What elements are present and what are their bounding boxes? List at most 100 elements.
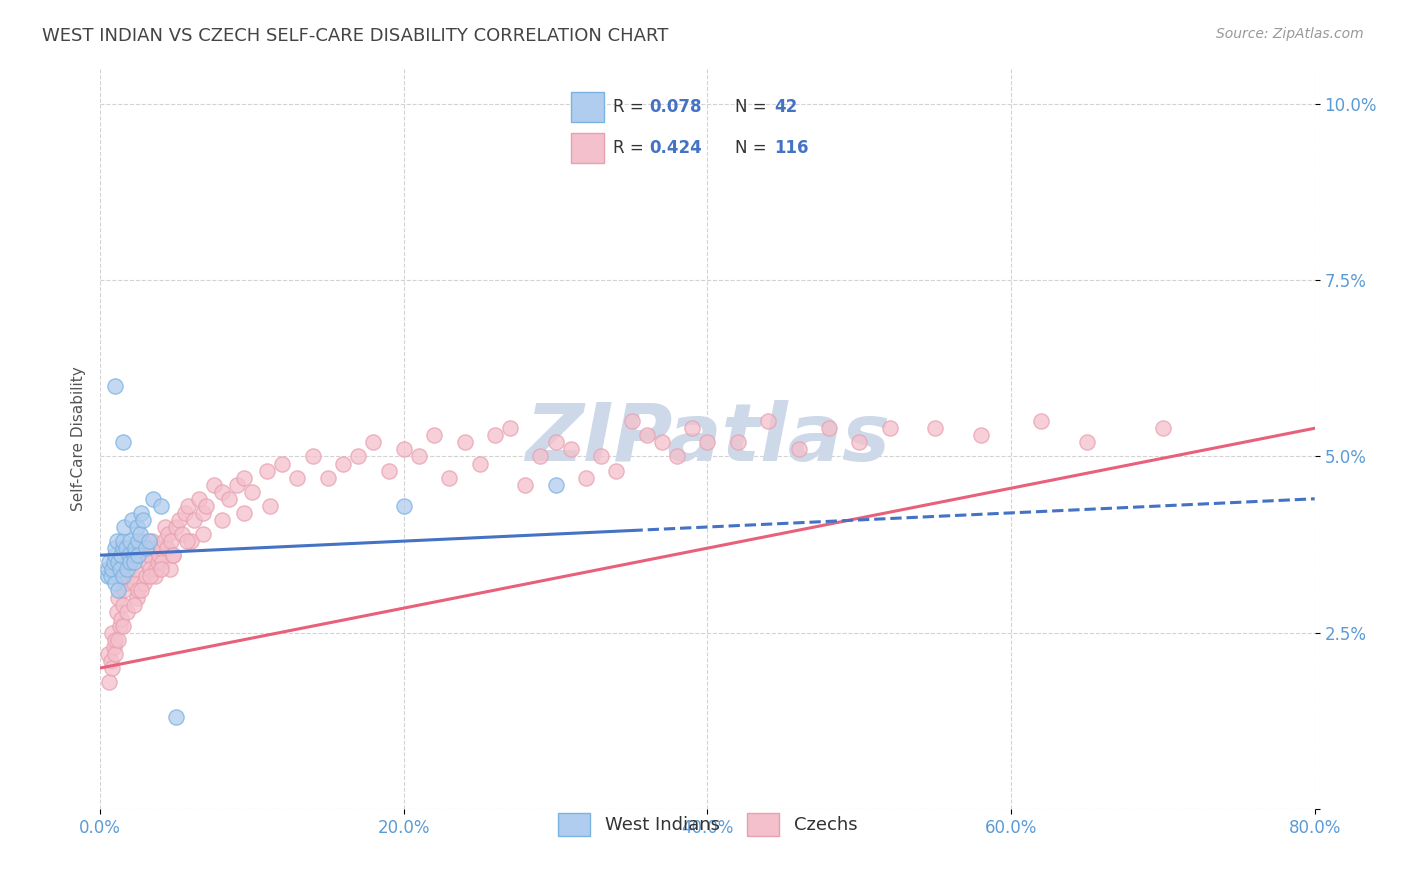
Point [97, 562, 120, 576]
Point [105, 605, 128, 619]
Point [117, 562, 139, 576]
Point [103, 640, 125, 654]
Point [129, 506, 152, 520]
Point [162, 548, 184, 562]
Point [167, 513, 190, 527]
Point [139, 569, 162, 583]
Point [115, 576, 138, 591]
Point [135, 569, 157, 583]
Point [122, 576, 145, 591]
Point [101, 562, 124, 576]
Point [515, 477, 537, 491]
Point [1152, 421, 1174, 435]
Point [120, 555, 142, 569]
Point [135, 541, 157, 556]
Point [970, 428, 993, 442]
Point [696, 435, 718, 450]
Legend: West Indians, Czechs: West Indians, Czechs [548, 805, 866, 845]
Point [98, 675, 121, 690]
Point [111, 534, 134, 549]
Point [145, 562, 167, 576]
Y-axis label: Self-Care Disability: Self-Care Disability [72, 367, 86, 511]
Point [377, 464, 399, 478]
Point [148, 548, 170, 562]
Point [146, 555, 169, 569]
Point [104, 576, 127, 591]
Point [155, 520, 177, 534]
Point [818, 421, 841, 435]
Point [153, 534, 176, 549]
Point [142, 541, 165, 556]
Point [392, 442, 415, 457]
Point [110, 612, 132, 626]
Point [271, 457, 294, 471]
Point [347, 450, 370, 464]
Point [149, 562, 172, 576]
Point [110, 548, 132, 562]
Point [149, 541, 172, 556]
Point [544, 435, 567, 450]
Point [259, 499, 281, 513]
Point [193, 506, 215, 520]
Point [423, 428, 446, 442]
Text: Source: ZipAtlas.com: Source: ZipAtlas.com [1216, 27, 1364, 41]
Point [363, 435, 385, 450]
Point [134, 576, 156, 591]
Point [127, 583, 149, 598]
Point [172, 527, 194, 541]
Point [150, 555, 173, 569]
Point [787, 442, 810, 457]
Point [118, 548, 141, 562]
Point [121, 513, 143, 527]
Point [301, 450, 323, 464]
Point [138, 548, 160, 562]
Point [111, 541, 134, 556]
Point [107, 591, 129, 605]
Point [468, 457, 491, 471]
Point [727, 435, 749, 450]
Point [233, 506, 256, 520]
Point [129, 583, 152, 598]
Point [332, 457, 354, 471]
Point [1031, 414, 1053, 428]
Point [256, 464, 278, 478]
Point [218, 491, 240, 506]
Point [591, 450, 613, 464]
Point [193, 527, 215, 541]
Point [149, 499, 172, 513]
Point [162, 548, 184, 562]
Point [159, 562, 181, 576]
Point [756, 414, 779, 428]
Point [211, 513, 233, 527]
Point [174, 506, 197, 520]
Point [924, 421, 946, 435]
Point [484, 428, 506, 442]
Point [107, 555, 129, 569]
Point [122, 598, 145, 612]
Point [121, 569, 143, 583]
Point [605, 464, 627, 478]
Point [128, 527, 150, 541]
Point [115, 541, 138, 556]
Point [575, 470, 598, 484]
Point [128, 548, 150, 562]
Point [879, 421, 901, 435]
Point [176, 534, 198, 549]
Point [165, 710, 187, 724]
Point [129, 541, 152, 556]
Point [117, 569, 139, 583]
Point [101, 625, 124, 640]
Point [103, 555, 125, 569]
Point [136, 555, 159, 569]
Point [651, 435, 673, 450]
Point [187, 491, 209, 506]
Point [122, 555, 145, 569]
Point [160, 534, 183, 549]
Point [165, 520, 187, 534]
Point [157, 527, 180, 541]
Point [211, 484, 233, 499]
Point [131, 513, 153, 527]
Point [666, 450, 689, 464]
Text: WEST INDIAN VS CZECH SELF-CARE DISABILITY CORRELATION CHART: WEST INDIAN VS CZECH SELF-CARE DISABILIT… [42, 27, 669, 45]
Point [125, 591, 148, 605]
